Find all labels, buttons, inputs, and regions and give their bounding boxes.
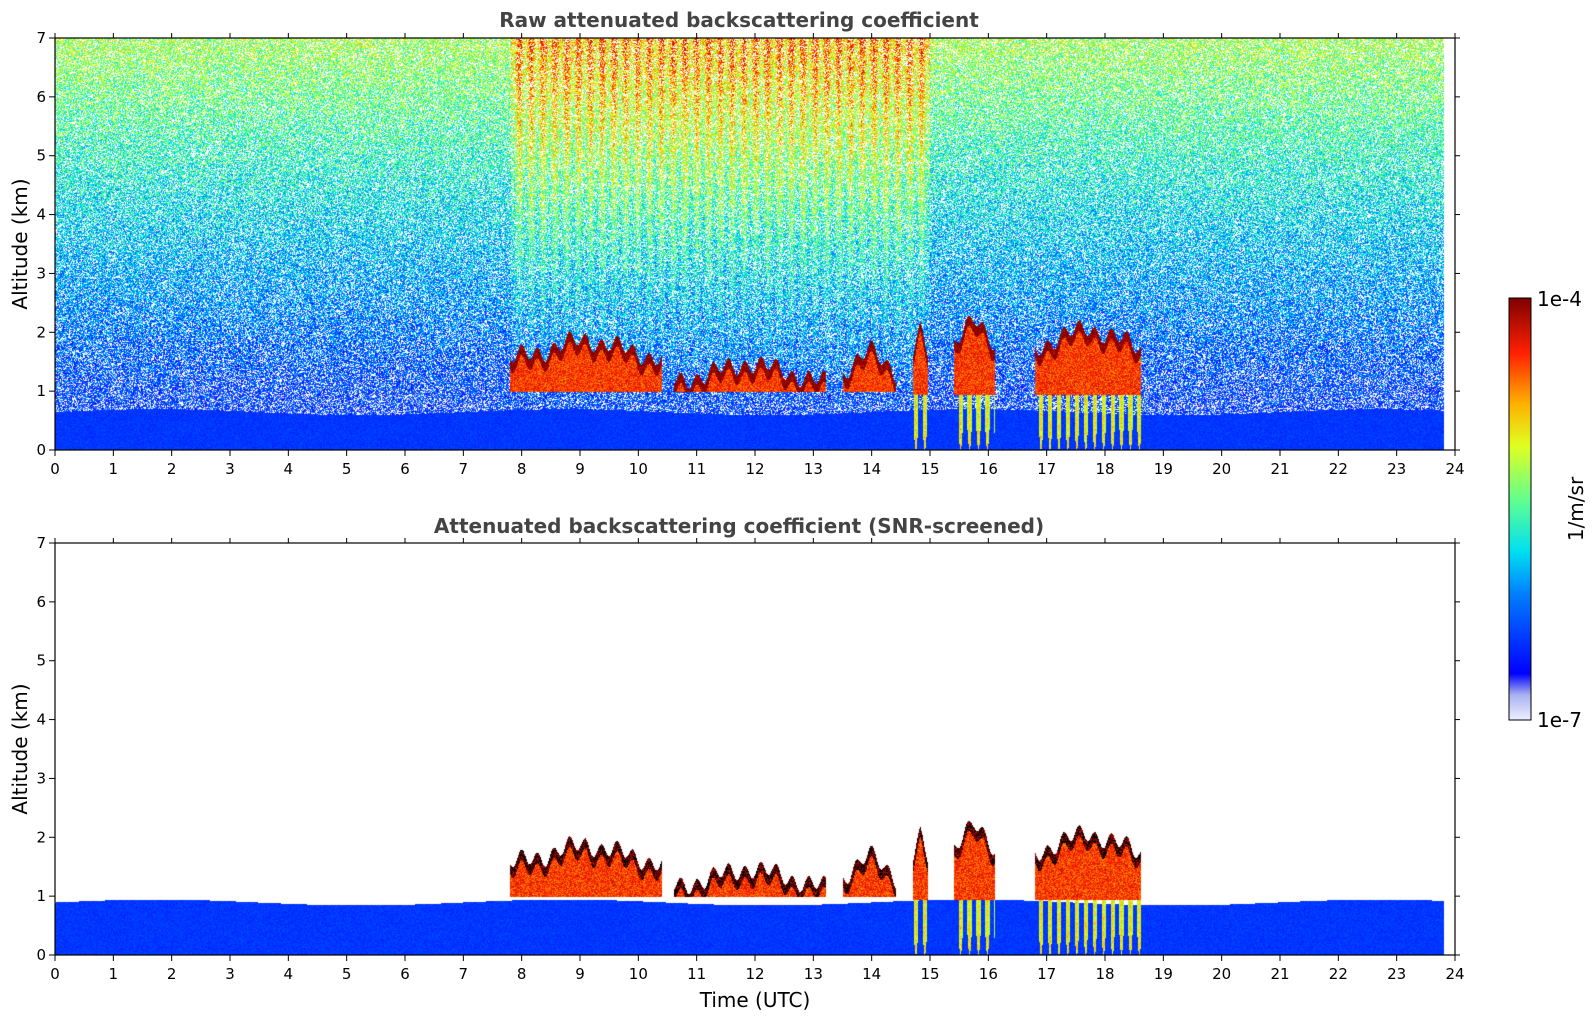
x-tick-label: 23 xyxy=(1387,965,1406,983)
x-tick-label: 21 xyxy=(1270,965,1289,983)
x-tick-label: 0 xyxy=(50,965,60,983)
x-tick-label: 19 xyxy=(1154,460,1173,478)
y-tick-label: 5 xyxy=(36,147,46,165)
y-tick-label: 4 xyxy=(36,206,46,224)
x-axis-ticks: 0 1 2 3 4 5 6 7 8 9 10 11 12 13 14 15 16 17 18 19 20 21 22 23 24 xyxy=(50,538,1465,983)
x-tick-label: 20 xyxy=(1212,460,1231,478)
y-tick-label: 7 xyxy=(36,534,46,552)
x-tick-label: 10 xyxy=(629,460,648,478)
x-tick-label: 8 xyxy=(517,460,527,478)
x-tick-label: 8 xyxy=(517,965,527,983)
y-axis-ticks: 0 1 2 3 4 5 6 7 xyxy=(36,29,1460,459)
x-tick-label: 2 xyxy=(167,460,177,478)
heatmap-area xyxy=(55,543,1455,955)
x-tick-label: 18 xyxy=(1095,965,1114,983)
x-tick-label: 13 xyxy=(804,965,823,983)
x-tick-label: 3 xyxy=(225,965,235,983)
x-tick-label: 21 xyxy=(1270,460,1289,478)
y-tick-label: 0 xyxy=(36,946,46,964)
panel-title: Attenuated backscattering coefficient (S… xyxy=(434,514,1044,538)
x-tick-label: 16 xyxy=(979,460,998,478)
x-axis-ticks: 0 1 2 3 4 5 6 7 8 9 10 11 12 13 14 15 16 17 18 19 20 21 22 23 24 xyxy=(50,33,1465,478)
x-tick-label: 14 xyxy=(862,460,881,478)
x-tick-label: 22 xyxy=(1329,460,1348,478)
colorbar-unit-label: 1/m/sr xyxy=(1564,476,1588,541)
x-tick-label: 23 xyxy=(1387,460,1406,478)
y-tick-label: 7 xyxy=(36,29,46,47)
y-tick-label: 1 xyxy=(36,887,46,905)
y-axis-label: Altitude (km) xyxy=(8,683,32,814)
x-tick-label: 14 xyxy=(862,965,881,983)
x-tick-label: 6 xyxy=(400,965,410,983)
x-tick-label: 5 xyxy=(342,460,352,478)
x-tick-label: 2 xyxy=(167,965,177,983)
y-tick-label: 6 xyxy=(36,593,46,611)
x-tick-label: 11 xyxy=(687,460,706,478)
colorbar-max-label: 1e-4 xyxy=(1537,287,1582,311)
y-tick-label: 6 xyxy=(36,88,46,106)
y-axis-label: Altitude (km) xyxy=(8,178,32,309)
colorbar-gradient xyxy=(1508,297,1532,721)
x-tick-label: 4 xyxy=(284,965,294,983)
y-tick-label: 1 xyxy=(36,382,46,400)
y-tick-label: 5 xyxy=(36,652,46,670)
x-tick-label: 4 xyxy=(284,460,294,478)
y-tick-label: 2 xyxy=(36,828,46,846)
x-tick-label: 9 xyxy=(575,965,585,983)
x-tick-label: 3 xyxy=(225,460,235,478)
x-tick-label: 24 xyxy=(1445,460,1464,478)
x-tick-label: 1 xyxy=(109,460,119,478)
y-tick-label: 0 xyxy=(36,441,46,459)
y-tick-label: 4 xyxy=(36,711,46,729)
x-tick-label: 20 xyxy=(1212,965,1231,983)
y-tick-label: 3 xyxy=(36,769,46,787)
x-tick-label: 7 xyxy=(459,965,469,983)
x-tick-label: 19 xyxy=(1154,965,1173,983)
x-tick-label: 18 xyxy=(1095,460,1114,478)
x-tick-label: 11 xyxy=(687,965,706,983)
x-tick-label: 12 xyxy=(745,460,764,478)
x-tick-label: 22 xyxy=(1329,965,1348,983)
colorbar-min-label: 1e-7 xyxy=(1537,708,1582,732)
y-tick-label: 2 xyxy=(36,323,46,341)
x-tick-label: 10 xyxy=(629,965,648,983)
y-axis-ticks: 0 1 2 3 4 5 6 7 xyxy=(36,534,1460,964)
x-tick-label: 16 xyxy=(979,965,998,983)
snr-screened-panel: Attenuated backscattering coefficient (S… xyxy=(8,514,1465,1012)
x-tick-label: 17 xyxy=(1037,460,1056,478)
x-tick-label: 7 xyxy=(459,460,469,478)
y-tick-label: 3 xyxy=(36,264,46,282)
x-tick-label: 1 xyxy=(109,965,119,983)
x-tick-label: 15 xyxy=(920,965,939,983)
raw-backscatter-panel: Raw attenuated backscattering coefficien… xyxy=(8,8,1465,478)
x-tick-label: 24 xyxy=(1445,965,1464,983)
x-tick-label: 5 xyxy=(342,965,352,983)
x-tick-label: 17 xyxy=(1037,965,1056,983)
heatmap-area xyxy=(55,38,1455,450)
x-tick-label: 13 xyxy=(804,460,823,478)
x-axis-label: Time (UTC) xyxy=(699,988,811,1012)
x-tick-label: 6 xyxy=(400,460,410,478)
x-tick-label: 9 xyxy=(575,460,585,478)
colorbar: 1e-4 1e-7 1/m/sr xyxy=(1508,287,1588,732)
panel-title: Raw attenuated backscattering coefficien… xyxy=(499,8,979,32)
x-tick-label: 12 xyxy=(745,965,764,983)
x-tick-label: 15 xyxy=(920,460,939,478)
x-tick-label: 0 xyxy=(50,460,60,478)
